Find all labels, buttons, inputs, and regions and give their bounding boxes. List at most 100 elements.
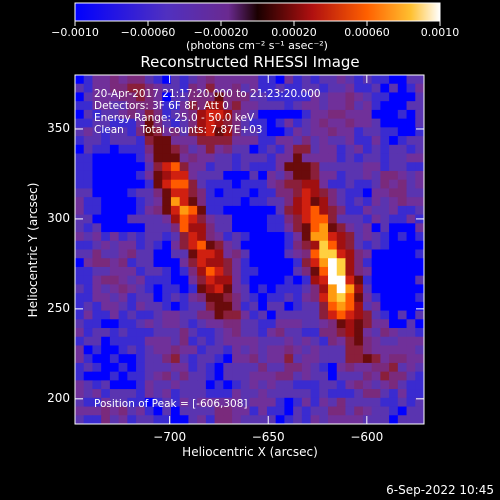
heatmap-cell [170,136,181,146]
heatmap-cell [415,92,425,102]
heatmap-cell [127,310,137,320]
heatmap-cell [179,205,189,216]
heatmap-cell [205,197,216,207]
heatmap-cell [232,232,242,242]
heatmap-cell [144,266,154,277]
heatmap-cell [249,249,259,259]
annotation-time-range: 20-Apr-2017 21:17:20.000 to 21:23:20.000 [94,88,321,100]
heatmap-cell [362,319,373,329]
heatmap-cell [397,293,407,303]
heatmap-cell [153,179,163,189]
heatmap-cell [397,197,407,207]
heatmap-cell [75,336,85,346]
heatmap-cell [328,354,338,364]
heatmap-cell [162,249,172,259]
heatmap-cell [205,293,216,303]
heatmap-cell [258,162,268,172]
heatmap-cell [389,162,399,172]
heatmap-cell [118,284,128,294]
heatmap-cell [362,266,373,277]
heatmap-cell [101,275,111,285]
heatmap-cell [197,371,207,381]
heatmap-cell [249,232,259,242]
heatmap-cell [136,345,146,355]
heatmap-cell [188,284,198,294]
heatmap-cell [275,162,285,172]
heatmap-cell [319,179,329,189]
heatmap-cell [232,118,242,128]
heatmap-cell [240,197,250,207]
heatmap-cell [188,293,198,303]
heatmap-cell [223,371,233,381]
heatmap-cell [118,144,128,154]
heatmap-cell [136,75,146,85]
heatmap-cell [179,354,189,364]
heatmap-cell [371,101,381,111]
heatmap-cell [127,389,137,399]
heatmap-cell [118,188,128,198]
heatmap-cell [197,240,207,250]
heatmap-cell [223,92,233,102]
heatmap-cell [328,389,338,399]
heatmap-cell [223,118,233,128]
heatmap-cell [371,397,381,407]
heatmap-cell [214,101,224,111]
heatmap-cell [197,92,207,102]
heatmap-cell [75,284,85,294]
heatmap-cell [188,127,198,137]
heatmap-cell [371,284,381,294]
heatmap-cell [101,214,111,224]
heatmap-cell [336,136,346,146]
heatmap-cell [293,336,303,346]
heatmap-cell [179,232,189,242]
heatmap-cell [258,397,268,407]
heatmap-cell [362,214,373,224]
heatmap-cell [170,389,181,399]
heatmap-cell [371,75,381,85]
heatmap-cell [109,179,120,189]
heatmap-cell [275,266,285,277]
heatmap-cell [83,179,93,189]
heatmap-cell [101,109,111,120]
heatmap-cell [144,153,154,163]
heatmap-cell [389,345,399,355]
heatmap-cell [75,223,85,233]
heatmap-cell [75,362,85,373]
heatmap-cell [92,240,102,250]
heatmap-cell [162,275,172,285]
heatmap-cell [214,266,224,277]
heatmap-cell [205,118,216,128]
heatmap-cell [75,354,85,364]
heatmap-cell [354,406,364,416]
heatmap-cell [371,275,381,285]
heatmap-cell [214,336,224,346]
heatmap-cell [232,144,242,154]
heatmap-cell [179,249,189,259]
heatmap-cell [153,415,163,425]
heatmap-cell [380,345,390,355]
heatmap-cell [83,240,93,250]
heatmap-cell [118,240,128,250]
heatmap-cell [162,310,172,320]
heatmap-cell [223,153,233,163]
heatmap-cell [301,214,311,224]
heatmap-cell [127,179,137,189]
annotation-clean-counts: Clean Total counts: 7.87E+03 [94,124,263,136]
heatmap-cell [118,197,128,207]
heatmap-cell [170,153,181,163]
heatmap-cell [380,415,390,425]
heatmap-cell [336,144,346,154]
heatmap-cell [301,345,311,355]
heatmap-cell [188,144,198,154]
heatmap-cell [118,328,128,338]
heatmap-cell [179,188,189,198]
heatmap-cell [345,293,355,303]
heatmap-cell [162,170,172,181]
heatmap-cell [415,197,425,207]
heatmap-cell [83,75,93,85]
heatmap-cell [197,397,207,407]
heatmap-cell [223,301,233,311]
heatmap-cell [406,293,416,303]
heatmap-cell [232,127,242,137]
heatmap-cells [75,75,425,425]
